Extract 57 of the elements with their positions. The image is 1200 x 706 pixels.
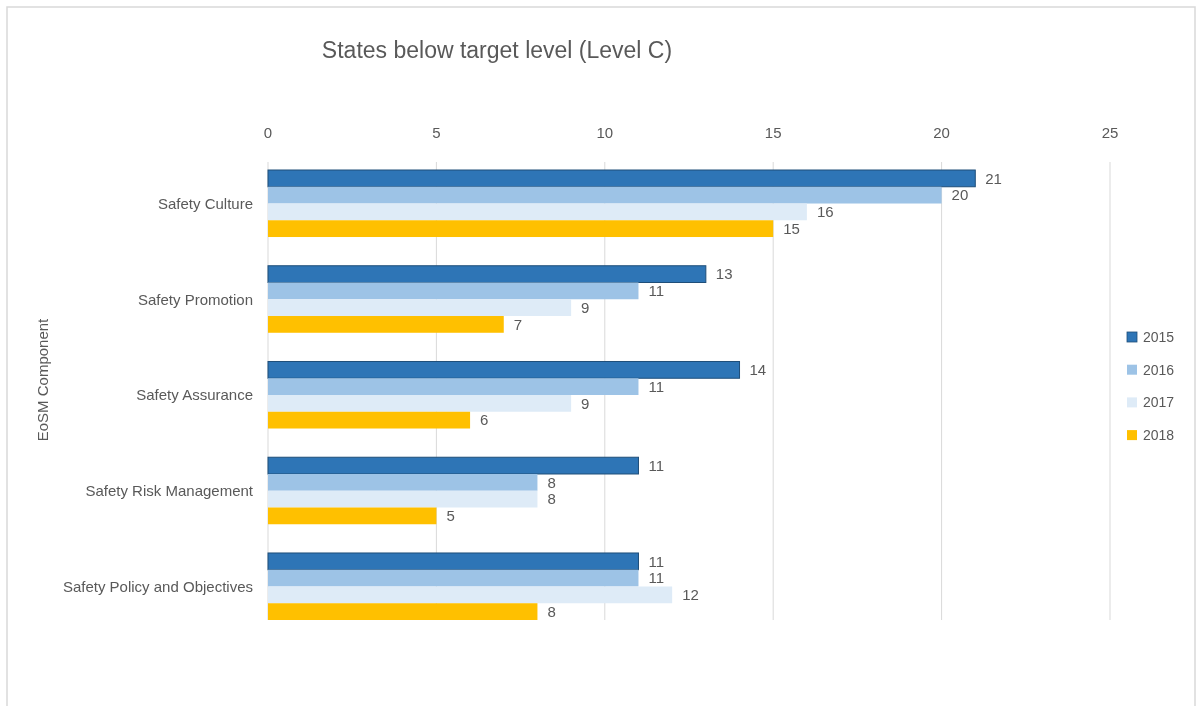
- bar: [268, 220, 774, 238]
- bar: [268, 395, 572, 412]
- data-label: 9: [581, 394, 590, 412]
- bar: [268, 378, 639, 395]
- data-label: 11: [648, 282, 665, 300]
- x-tick-label: 15: [764, 124, 782, 141]
- bar: [268, 299, 572, 317]
- bar: [268, 282, 639, 300]
- bar: [268, 473, 538, 491]
- data-label: 14: [749, 361, 767, 379]
- bar: [267, 265, 707, 283]
- bar: [268, 186, 942, 204]
- data-label: 5: [446, 507, 455, 525]
- x-tick-label: 25: [1101, 124, 1119, 141]
- bar: [267, 552, 639, 571]
- bar: [268, 203, 807, 221]
- y-axis-title: EoSM Component: [34, 317, 51, 442]
- bar: [268, 586, 673, 604]
- legend-label: 2017: [1143, 394, 1175, 411]
- y-tick-label: Safety Promotion: [137, 290, 253, 308]
- data-label: 8: [547, 473, 556, 491]
- legend-label: 2018: [1143, 427, 1175, 443]
- y-tick-label: Safety Policy and Objectives: [62, 577, 253, 595]
- data-label: 20: [951, 186, 969, 204]
- data-label: 8: [547, 602, 556, 620]
- x-tick-label: 20: [933, 124, 950, 141]
- data-label: 11: [648, 552, 665, 570]
- data-label: 13: [715, 265, 733, 283]
- data-label: 9: [581, 298, 590, 316]
- chart-title: States below target level (Level C): [321, 37, 673, 63]
- data-label: 16: [816, 203, 834, 221]
- y-tick-label: Safety Assurance: [136, 386, 253, 404]
- data-label: 11: [648, 456, 665, 474]
- legend-label: 2016: [1143, 361, 1175, 378]
- bar: [268, 411, 471, 429]
- data-label: 21: [985, 169, 1002, 187]
- bar: [268, 569, 639, 587]
- x-tick-label: 5: [432, 124, 441, 141]
- bar: [268, 603, 538, 620]
- data-label: 8: [547, 490, 556, 508]
- data-label: 11: [648, 377, 665, 395]
- legend-label: 2015: [1143, 328, 1175, 345]
- bar: [268, 490, 538, 508]
- data-label: 15: [783, 219, 800, 237]
- bar: [268, 316, 504, 333]
- bar: [268, 507, 437, 525]
- bar: [267, 169, 976, 188]
- y-tick-label: Safety Risk Management: [85, 481, 254, 499]
- y-tick-label: Safety Culture: [157, 194, 253, 212]
- bar: [267, 456, 639, 475]
- x-tick-label: 0: [263, 124, 273, 141]
- data-label: 11: [648, 569, 665, 587]
- data-label: 12: [682, 586, 699, 604]
- data-label: 6: [480, 411, 489, 429]
- bar: [267, 360, 741, 379]
- x-tick-label: 10: [596, 124, 614, 141]
- data-label: 7: [513, 315, 523, 333]
